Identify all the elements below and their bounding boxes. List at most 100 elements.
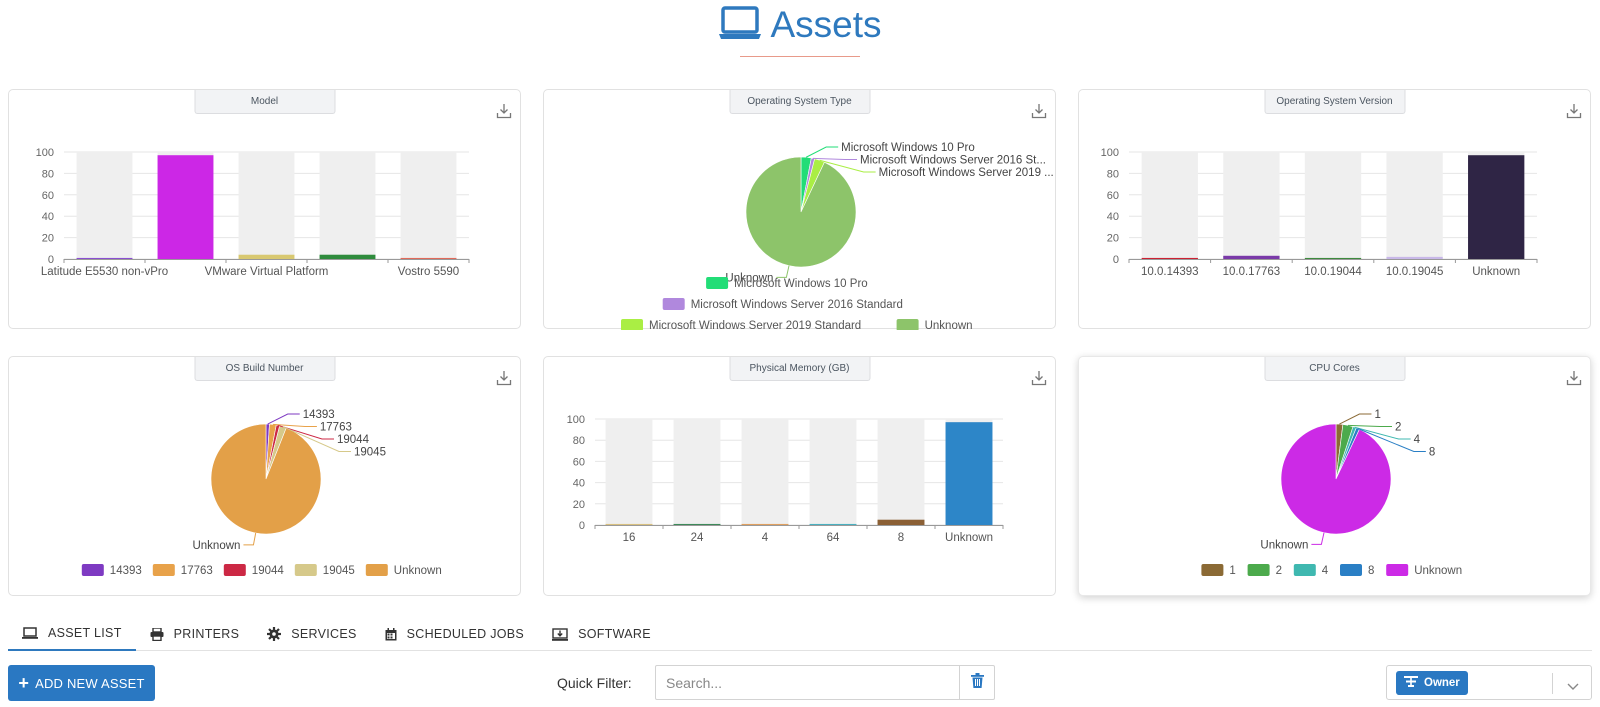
pie-slice[interactable]	[1280, 423, 1392, 535]
bar-background	[1223, 152, 1280, 259]
legend-swatch[interactable]	[365, 564, 388, 576]
bar[interactable]	[1304, 257, 1362, 260]
download-icon[interactable]	[1031, 370, 1047, 391]
bar[interactable]	[1223, 255, 1280, 259]
bar[interactable]	[1386, 256, 1443, 259]
x-tick-label: 4	[762, 532, 769, 544]
legend-swatch[interactable]	[152, 564, 175, 576]
download-icon[interactable]	[1566, 103, 1582, 124]
printer-icon	[150, 627, 164, 641]
tab-label: SERVICES	[291, 627, 357, 641]
y-tick-label: 0	[1113, 254, 1119, 266]
legend-label: 17763	[181, 565, 213, 577]
pie-slice-label: 17763	[320, 422, 352, 434]
select-divider	[1552, 673, 1553, 694]
chevron-down-icon[interactable]	[1567, 678, 1579, 696]
bar[interactable]	[400, 257, 457, 260]
y-tick-label: 20	[1107, 233, 1119, 245]
bar[interactable]	[605, 523, 653, 526]
add-new-asset-button[interactable]: + ADD NEW ASSET	[8, 665, 155, 701]
x-tick-label: 10.0.17763	[1223, 266, 1281, 278]
y-tick-label: 100	[1101, 147, 1119, 159]
tab-label: SOFTWARE	[578, 627, 651, 641]
pie-slice-label: 19044	[337, 434, 370, 446]
y-tick-label: 80	[573, 435, 585, 447]
legend-swatch[interactable]	[1386, 564, 1409, 576]
y-tick-label: 60	[573, 456, 585, 468]
y-tick-label: 80	[42, 168, 54, 180]
download-icon[interactable]	[496, 103, 512, 124]
legend-label: Microsoft Windows 10 Pro	[734, 278, 868, 290]
pie-slice[interactable]	[210, 423, 322, 535]
legend-label: Unknown	[925, 320, 973, 330]
legend-swatch[interactable]	[1340, 564, 1362, 576]
pie-slice-label: Unknown	[725, 272, 773, 284]
tab-scheduled-jobs[interactable]: SCHEDULED JOBS	[371, 617, 538, 651]
legend-swatch[interactable]	[294, 564, 317, 576]
bar-chart-model: 0 20 40 60 80 100 Latitude E5530 non-vPro VMwar…	[36, 147, 470, 278]
legend-label: 19044	[252, 565, 285, 577]
tab-asset-list[interactable]: ASSET LIST	[8, 617, 136, 651]
y-tick-label: 100	[36, 147, 54, 159]
tab-software[interactable]: SOFTWARE	[538, 617, 665, 651]
y-tick-label: 80	[1107, 168, 1119, 180]
download-icon[interactable]	[496, 370, 512, 391]
pie-label-line	[267, 413, 300, 425]
plus-icon: +	[18, 673, 30, 693]
pie-label-line	[282, 426, 351, 452]
bar[interactable]	[877, 519, 925, 525]
bar[interactable]	[76, 257, 133, 260]
download-icon[interactable]	[1031, 103, 1047, 124]
owner-chip[interactable]: Owner	[1396, 670, 1468, 695]
bar[interactable]	[319, 254, 376, 259]
legend-swatch[interactable]	[706, 277, 729, 289]
legend-swatch[interactable]	[1247, 564, 1270, 576]
search-input[interactable]	[656, 666, 959, 699]
legend-swatch[interactable]	[223, 564, 246, 576]
bar[interactable]	[1468, 155, 1525, 259]
pie-slice-label: Microsoft Windows Server 2016 St...	[860, 155, 1046, 167]
pie-slice[interactable]	[745, 156, 857, 268]
x-tick-label: VMware Virtual Platform	[205, 266, 329, 278]
legend-swatch[interactable]	[1201, 564, 1224, 576]
legend-swatch[interactable]	[662, 298, 685, 310]
pie-slice-label: Microsoft Windows Server 2019 ...	[879, 167, 1054, 179]
pie-label-line	[243, 532, 257, 546]
clear-filter-button[interactable]	[959, 666, 994, 699]
legend-swatch[interactable]	[621, 319, 643, 330]
y-tick-label: 40	[573, 478, 585, 490]
bar[interactable]	[673, 523, 721, 526]
bar-background	[76, 152, 133, 259]
pie-slice-label: Unknown	[192, 540, 240, 552]
pie-label-line	[1347, 424, 1392, 427]
bar-background	[319, 152, 376, 259]
download-icon[interactable]	[1566, 370, 1582, 391]
bar-background	[1304, 152, 1362, 259]
gear-icon	[267, 627, 282, 641]
bar[interactable]	[741, 523, 789, 526]
bar[interactable]	[809, 523, 857, 526]
legend-label: 8	[1368, 565, 1374, 577]
bar[interactable]	[157, 155, 214, 259]
bar[interactable]	[1141, 257, 1198, 260]
pie-slice-label: 1	[1374, 409, 1380, 421]
chart-card-physical-memory: Physical Memory (GB) 0 20 40 60 80 100 16 24 4 64…	[543, 356, 1056, 596]
add-new-asset-label: ADD NEW ASSET	[35, 675, 145, 691]
pie-slice-label: Microsoft Windows 10 Pro	[841, 142, 975, 154]
tab-services[interactable]: SERVICES	[253, 617, 370, 651]
page-title: Assets	[770, 4, 882, 45]
x-tick-label: 64	[827, 532, 840, 544]
bar[interactable]	[238, 254, 295, 259]
pie-label-line	[776, 265, 790, 278]
legend-swatch[interactable]	[81, 564, 104, 576]
bar[interactable]	[945, 422, 993, 525]
legend-swatch[interactable]	[1293, 564, 1316, 576]
legend-label: 19045	[323, 565, 355, 577]
tab-printers[interactable]: PRINTERS	[136, 617, 254, 651]
bar-chart-os-version: 0 20 40 60 80 100 10.0.14393 10.0.17763 10.0.190…	[1101, 147, 1538, 278]
owner-select[interactable]: Owner	[1386, 665, 1592, 700]
legend-swatch[interactable]	[896, 319, 919, 330]
page-header: Assets	[0, 4, 1600, 46]
chart-title: Model	[194, 90, 335, 114]
